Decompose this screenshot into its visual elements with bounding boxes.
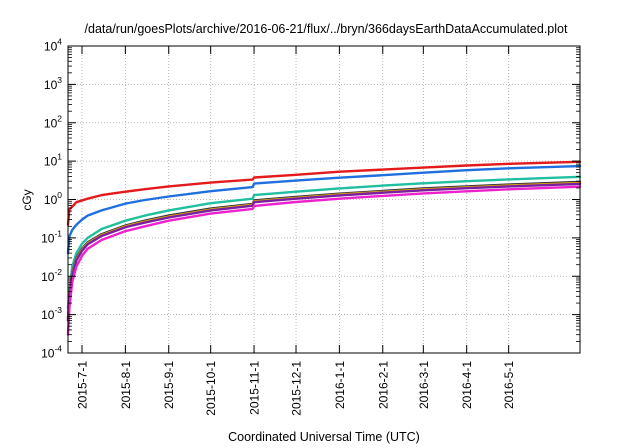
- y-tick-label: 104: [44, 37, 62, 54]
- x-tick-label: 2016-2-1: [376, 361, 390, 409]
- y-tick-label: 100: [44, 190, 62, 207]
- y-tick-label: 10-1: [41, 228, 62, 245]
- y-tick-label: 10-4: [41, 344, 62, 361]
- series-line: [66, 175, 582, 310]
- x-axis: 2015-7-1 2015-8-1 2015-9-1 2015-10-1 2015-11…: [75, 46, 516, 416]
- series-line: [66, 180, 582, 320]
- y-tick-label: 10-3: [41, 305, 62, 322]
- y-tick-label: 102: [44, 113, 62, 130]
- y-tick-label: 101: [44, 152, 62, 169]
- series-group: [66, 160, 582, 336]
- x-tick-label: 2015-11-1: [248, 361, 262, 415]
- x-tick-label: 2015-10-1: [204, 361, 218, 416]
- y-axis: 10-4 10-3 10-2 10-1 100 101 102 103 104: [41, 37, 580, 361]
- series-line: [66, 181, 582, 320]
- series-line: [66, 160, 582, 226]
- x-tick-label: 2015-12-1: [290, 361, 304, 416]
- x-tick-label: 2016-3-1: [417, 361, 431, 409]
- series-line: [66, 185, 582, 336]
- x-tick-label: 2015-8-1: [119, 361, 133, 409]
- x-tick-label: 2015-9-1: [162, 361, 176, 409]
- chart-title: /data/run/goesPlots/archive/2016-06-21/f…: [85, 22, 568, 36]
- x-tick-label: 2016-4-1: [460, 361, 474, 409]
- y-axis-label: cGy: [20, 189, 34, 210]
- x-tick-label: 2015-7-1: [75, 361, 89, 409]
- y-tick-label: 103: [44, 75, 62, 92]
- x-tick-label: 2016-5-1: [502, 361, 516, 409]
- series-line: [66, 164, 582, 255]
- x-axis-label: Coordinated Universal Time (UTC): [228, 430, 420, 444]
- series-line: [66, 182, 582, 322]
- y-tick-label: 10-2: [41, 267, 62, 284]
- x-tick-label: 2016-1-1: [333, 361, 347, 409]
